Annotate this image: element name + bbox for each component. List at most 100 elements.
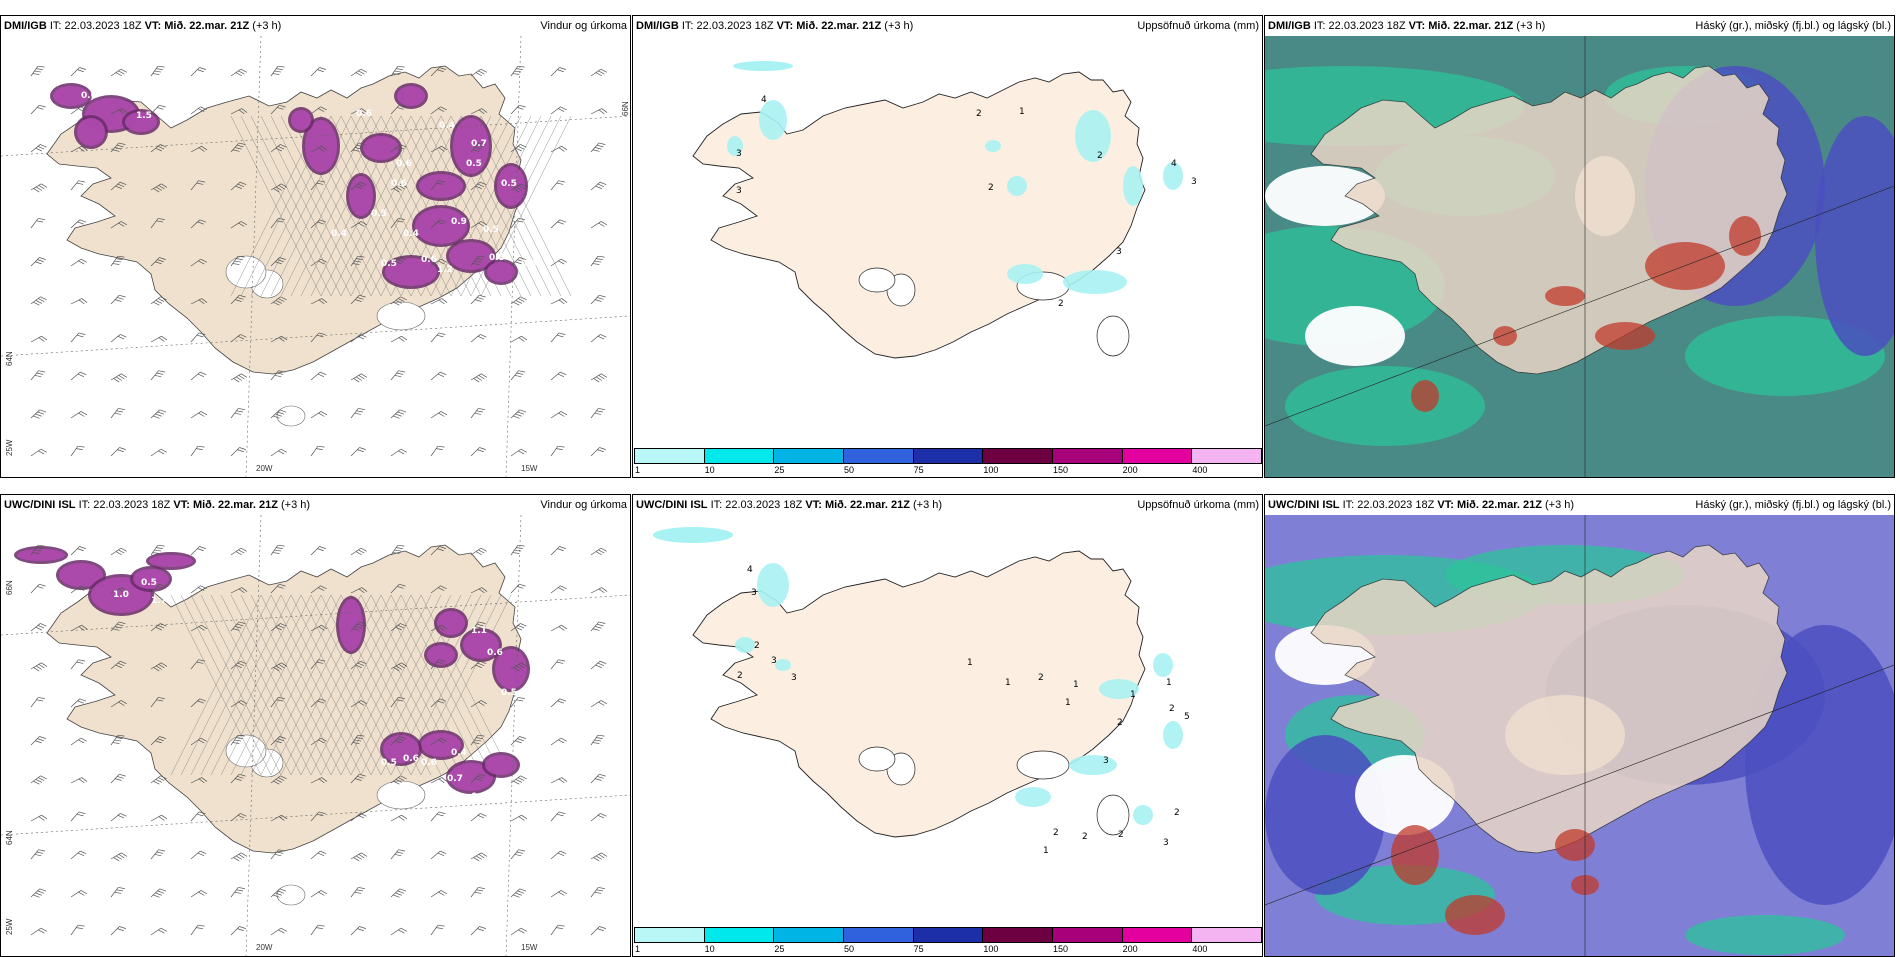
- wind-barb-feather: [81, 777, 88, 782]
- wind-barb-staff: [390, 296, 401, 305]
- wind-barb-feather: [76, 661, 84, 664]
- wind-barb: [510, 927, 527, 936]
- wind-barb-feather: [35, 413, 42, 417]
- wind-barb-feather: [319, 850, 327, 855]
- precip-area: [759, 100, 787, 140]
- wind-barb-feather: [438, 260, 445, 265]
- wind-barb-feather: [516, 372, 524, 375]
- wind-barb: [70, 924, 85, 936]
- wind-barb: [470, 734, 485, 746]
- wind-barb-feather: [35, 147, 42, 152]
- wind-barb-staff: [30, 218, 39, 229]
- wind-barb-feather: [561, 145, 568, 151]
- wind-barb-staff: [390, 370, 399, 381]
- panel-title: Uppsöfnuð úrkoma (mm): [1137, 499, 1259, 511]
- wind-barb-staff: [270, 104, 280, 115]
- wind-barb-feather: [114, 299, 122, 302]
- wind-barb: [30, 849, 46, 860]
- wind-barb-staff: [70, 737, 82, 746]
- wind-barb-feather: [237, 297, 244, 300]
- wind-barb-feather: [152, 73, 160, 75]
- precip-blob: [149, 555, 193, 567]
- wind-barb: [30, 370, 46, 381]
- colorbar-swatch: [982, 927, 1053, 943]
- wind-barb-feather: [78, 147, 85, 152]
- wind-barb-feather: [238, 109, 245, 115]
- wind-barb-feather: [597, 255, 605, 258]
- wind-barb-feather: [152, 552, 160, 554]
- wind-barb-feather: [392, 552, 400, 554]
- wind-barb-feather: [594, 147, 602, 150]
- wind-barb-staff: [110, 108, 122, 115]
- wind-barb-feather: [321, 145, 328, 151]
- wind-barb-feather: [394, 853, 402, 857]
- wind-barb-feather: [436, 927, 443, 929]
- wind-barb-feather: [153, 188, 160, 193]
- wind-barb: [270, 849, 286, 860]
- wind-barb-staff: [430, 180, 439, 191]
- wind-barb-feather: [477, 815, 485, 819]
- wind-barb-feather: [399, 409, 407, 413]
- precip-total-label: 1: [967, 658, 973, 668]
- wind-barb: [270, 697, 285, 708]
- wind-barb-staff: [510, 697, 519, 708]
- precip-blob: [437, 611, 465, 635]
- precip-blob: [453, 118, 489, 174]
- precip-total-label: 1: [1019, 107, 1025, 117]
- precip-value-label: 0.5: [381, 758, 397, 768]
- wind-barb-staff: [310, 258, 322, 267]
- wind-barb-feather: [475, 185, 482, 189]
- wind-barb-feather: [76, 927, 83, 929]
- wind-barb: [430, 850, 447, 860]
- wind-barb: [470, 255, 485, 267]
- wind-barb-feather: [474, 412, 482, 415]
- wind-barb-feather: [197, 69, 204, 73]
- wind-barb-feather: [395, 740, 402, 744]
- wind-barb-feather: [475, 376, 482, 381]
- wind-barb-feather: [280, 775, 287, 780]
- iceland-land: [1310, 65, 1788, 375]
- wind-barb-feather: [475, 551, 482, 556]
- wind-barb-staff: [590, 142, 600, 153]
- wind-barb-feather: [438, 147, 445, 152]
- iceland-land: [1310, 544, 1788, 854]
- glacier: [225, 734, 267, 768]
- wind-barb: [510, 697, 525, 708]
- wind-barb-feather: [352, 742, 360, 744]
- wind-barb: [350, 334, 367, 343]
- wind-barb-staff: [350, 621, 360, 632]
- wind-barb: [390, 814, 408, 822]
- wind-barb: [70, 811, 86, 822]
- wind-barb-feather: [81, 145, 88, 151]
- wind-barb-feather: [77, 924, 85, 927]
- lon-label: 20W: [256, 943, 273, 952]
- wind-barb-feather: [361, 373, 368, 378]
- hatch-line: [410, 594, 502, 776]
- wind-barb: [470, 221, 488, 229]
- wind-barb: [550, 332, 566, 343]
- wind-barb-feather: [201, 298, 208, 303]
- wind-barb-feather: [37, 411, 44, 415]
- wind-barb-staff: [70, 585, 81, 594]
- wind-barb-staff: [430, 546, 440, 556]
- precip-total-label: 3: [791, 673, 797, 683]
- wind-barb-feather: [596, 410, 604, 413]
- wind-barb-feather: [521, 183, 528, 188]
- wind-barb: [550, 890, 568, 898]
- wind-barb-feather: [557, 445, 565, 448]
- wind-barb-feather: [400, 623, 407, 627]
- wind-barb-feather: [200, 585, 207, 590]
- wind-barb-feather: [440, 106, 447, 111]
- wind-barb-feather: [438, 332, 446, 335]
- panel-r2-cloud: UWC/DINI ISL IT: 22.03.2023 18Z VT: Mið.…: [1264, 494, 1895, 957]
- wind-barb-feather: [595, 855, 602, 860]
- wind-barb-staff: [550, 145, 562, 153]
- wind-barb-feather: [355, 664, 362, 668]
- vt-value: Mið. 22.mar. 21Z: [796, 20, 882, 32]
- wind-barb-feather: [593, 857, 600, 862]
- wind-barb-staff: [390, 814, 402, 822]
- wind-barb-feather: [318, 891, 325, 896]
- wind-barb: [390, 257, 406, 267]
- wind-barb-staff: [70, 445, 79, 457]
- wind-barb-feather: [33, 780, 40, 785]
